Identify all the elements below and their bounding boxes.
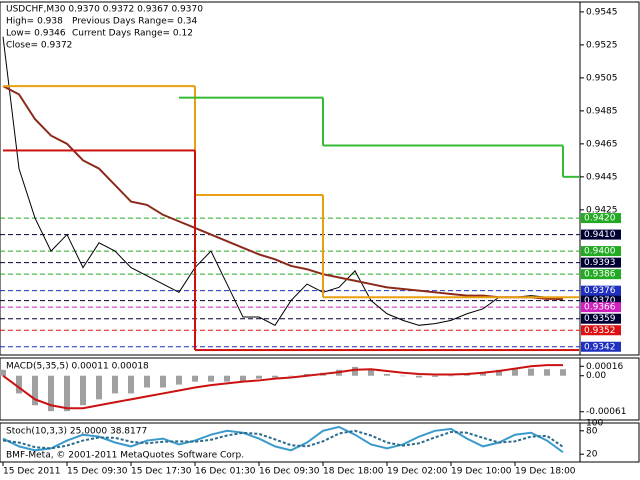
level-tag xyxy=(581,257,621,268)
histogram-bar xyxy=(128,375,134,394)
y-tick-label: 0.9525 xyxy=(586,40,618,50)
histogram-bar xyxy=(80,375,86,406)
histogram-bar xyxy=(48,375,54,412)
level-label: 0.9370 xyxy=(584,296,616,306)
level-label: 0.9410 xyxy=(584,230,616,240)
y-tick-label: 0.9425 xyxy=(586,205,618,215)
series-line xyxy=(2,85,563,300)
histogram-bar xyxy=(112,375,118,394)
histogram-bar xyxy=(256,375,262,379)
histogram-bar xyxy=(400,375,406,377)
histogram-bar xyxy=(448,375,454,377)
histogram-bar xyxy=(176,375,182,385)
x-tick-label: 18 Dec 18:00 xyxy=(323,467,384,477)
level-label: 0.9400 xyxy=(584,247,616,257)
histogram-bar xyxy=(96,375,102,400)
histogram-bar xyxy=(480,372,486,376)
prev-range: Previous Days Range= 0.34 xyxy=(72,17,197,27)
histogram-bar xyxy=(352,366,358,376)
symbol-info: USDCHF,M30 0.9370 0.9372 0.9367 0.9370 xyxy=(6,5,203,15)
level-label: 0.9393 xyxy=(584,258,616,268)
close: Close= 0.9372 xyxy=(6,41,72,51)
x-tick-label: 15 Dec 09:30 xyxy=(67,467,128,477)
histogram-bar xyxy=(240,375,246,382)
panel-frame xyxy=(0,1,640,356)
level-tag xyxy=(581,269,621,280)
low: Low= 0.9346 xyxy=(6,29,66,39)
histogram-bar xyxy=(560,369,566,376)
y-tick-label: 0.9485 xyxy=(586,106,618,116)
x-tick-label: 16 Dec 09:30 xyxy=(259,467,320,477)
histogram-bar xyxy=(272,375,278,378)
histogram-bar xyxy=(160,375,166,388)
histogram-bar xyxy=(368,369,374,376)
y-tick-label: 0.9445 xyxy=(586,172,618,182)
histogram-bar xyxy=(432,375,438,377)
series-line xyxy=(2,364,563,410)
series-line xyxy=(2,429,564,450)
histogram-bar xyxy=(16,375,22,394)
y-tick-label: 0.9505 xyxy=(586,73,618,83)
x-tick-label: 16 Dec 01:30 xyxy=(195,467,256,477)
panel-frame xyxy=(0,422,640,463)
level-label: 0.9366 xyxy=(584,303,616,313)
x-tick-label: 15 Dec 17:30 xyxy=(131,467,192,477)
level-label: 0.9359 xyxy=(584,314,616,324)
histogram-bar xyxy=(0,369,6,376)
y-tick-label: 0.00016 xyxy=(586,362,623,372)
level-tag xyxy=(581,246,621,257)
x-tick-label: 19 Dec 10:00 xyxy=(451,467,512,477)
level-label: 0.9376 xyxy=(584,286,616,296)
y-tick-label: 0.9545 xyxy=(586,7,618,17)
high: High= 0.938 xyxy=(6,17,63,27)
histogram-bar xyxy=(544,369,550,376)
y-tick-label: 0.00 xyxy=(586,371,606,381)
level-tag xyxy=(581,229,621,240)
histogram-bar xyxy=(528,368,534,376)
level-tag xyxy=(581,302,621,313)
histogram-bar xyxy=(512,369,518,376)
cur-range: Current Days Range= 0.12 xyxy=(72,29,193,39)
series-line xyxy=(2,36,564,326)
y-tick-label: 20 xyxy=(586,450,598,460)
histogram-bar xyxy=(208,375,214,382)
histogram-bar xyxy=(384,373,390,376)
level-label: 0.9420 xyxy=(584,214,616,224)
histogram-bar xyxy=(288,375,294,377)
level-tag xyxy=(581,325,621,336)
panel-frame xyxy=(0,357,640,421)
y-tick-label: 100 xyxy=(586,419,603,429)
histogram-bar xyxy=(496,369,502,376)
histogram-bar xyxy=(144,375,150,388)
series-line xyxy=(2,425,564,454)
histogram-bar xyxy=(64,375,70,412)
level-label: 0.9342 xyxy=(584,342,616,352)
level-tag xyxy=(581,295,621,306)
y-tick-label: 0.9465 xyxy=(586,139,618,149)
footer: BMF-Meta, © 2001-2011 MetaQuotes Softwar… xyxy=(6,451,244,461)
level-tag xyxy=(581,341,621,352)
histogram-bar xyxy=(224,375,230,382)
level-tag xyxy=(581,313,621,324)
x-tick-label: 19 Dec 02:00 xyxy=(387,467,448,477)
level-label: 0.9386 xyxy=(584,270,616,280)
histogram-bar xyxy=(32,375,38,406)
histogram-bar xyxy=(192,375,198,382)
level-tag xyxy=(581,285,621,296)
histogram-bar xyxy=(416,375,422,378)
y-tick-label: -0.00061 xyxy=(586,407,626,417)
panel-title: MACD(5,35,5) 0.00011 0.00018 xyxy=(6,362,149,372)
y-tick-label: 80 xyxy=(586,426,598,436)
level-label: 0.9352 xyxy=(584,326,616,336)
x-tick-label: 15 Dec 2011 xyxy=(3,467,61,477)
level-tag xyxy=(581,213,621,224)
panel-title: Stoch(10,3,3) 25.0000 38.8177 xyxy=(6,427,147,437)
x-tick-label: 19 Dec 18:00 xyxy=(515,467,576,477)
